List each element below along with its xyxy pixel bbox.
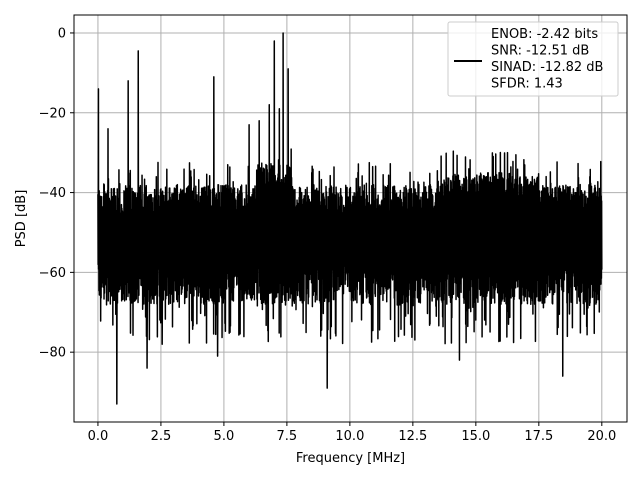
y-tick-label: −80 [39, 346, 66, 361]
x-tick-label: 17.5 [524, 429, 553, 444]
axes-frame [73, 14, 628, 423]
x-tick-label: 2.5 [151, 429, 172, 444]
ticks: 0.0 2.5 5.0 7.5 10.0 12.5 15.0 17.5 20.0 0 −20 −40 −… [39, 26, 617, 444]
y-axis-label: PSD [dB] [14, 190, 29, 248]
y-tick-label: 0 [58, 26, 66, 41]
x-tick-label: 15.0 [461, 429, 490, 444]
legend-sinad: SINAD: -12.82 dB [491, 60, 603, 75]
x-tick-label: 5.0 [214, 429, 235, 444]
legend-snr: SNR: -12.51 dB [491, 44, 589, 59]
x-tick-label: 0.0 [88, 429, 109, 444]
legend: ENOB: -2.42 bits SNR: -12.51 dB SINAD: -… [447, 21, 619, 97]
plot-area [97, 32, 603, 405]
legend-sfdr: SFDR: 1.43 [491, 77, 563, 92]
y-tick-label: −20 [39, 106, 66, 121]
x-axis-label: Frequency [MHz] [296, 451, 405, 466]
psd-series-line [97, 32, 603, 405]
x-tick-label: 12.5 [398, 429, 427, 444]
y-tick-label: −60 [39, 266, 66, 281]
legend-enob: ENOB: -2.42 bits [491, 27, 598, 42]
y-tick-label: −40 [39, 186, 66, 201]
x-tick-label: 7.5 [277, 429, 298, 444]
legend-box [447, 21, 619, 97]
x-tick-label: 20.0 [587, 429, 616, 444]
x-tick-label: 10.0 [335, 429, 364, 444]
